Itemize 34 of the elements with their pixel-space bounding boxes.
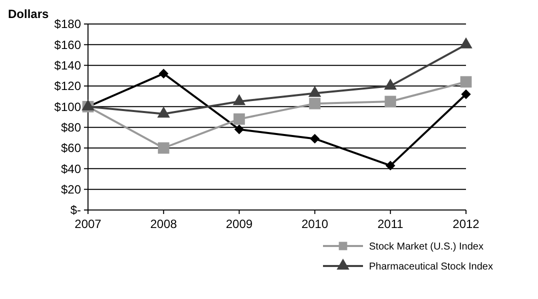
point <box>460 76 472 88</box>
point <box>232 94 246 106</box>
y-tick-label: $120 <box>54 79 82 94</box>
point <box>384 96 396 108</box>
y-tick-label: $180 <box>54 17 82 32</box>
y-tick-label: $40 <box>60 162 82 176</box>
x-tick-label: 2010 <box>301 217 328 231</box>
x-tick-label: 2007 <box>74 217 102 231</box>
point <box>384 78 397 90</box>
point <box>158 68 168 78</box>
y-tick-label: $- <box>70 203 81 218</box>
legend-label: Stock Market (U.S.) Index <box>369 242 484 252</box>
y-tick-label: $20 <box>60 182 82 197</box>
point <box>461 89 471 100</box>
y-axis-title: Dollars <box>8 7 50 21</box>
x-tick-label: 2008 <box>150 217 178 231</box>
point <box>309 98 320 110</box>
y-tick-label: $80 <box>60 120 82 135</box>
x-tick-label: 2011 <box>377 217 404 231</box>
point <box>386 160 396 170</box>
point <box>234 124 244 134</box>
y-tick-label: $60 <box>60 141 82 156</box>
x-tick-label: 2012 <box>452 217 480 231</box>
legend-label: Pharmaceutical Stock Index <box>369 262 493 272</box>
point <box>158 142 170 154</box>
y-tick-label: $160 <box>54 38 82 52</box>
y-tick-label: $100 <box>54 100 82 114</box>
point <box>308 86 322 97</box>
point <box>234 113 245 125</box>
y-tick-label: $140 <box>54 58 82 73</box>
point <box>310 134 320 144</box>
point <box>157 106 170 118</box>
x-tick-label: 2009 <box>226 217 253 231</box>
point <box>460 37 472 48</box>
